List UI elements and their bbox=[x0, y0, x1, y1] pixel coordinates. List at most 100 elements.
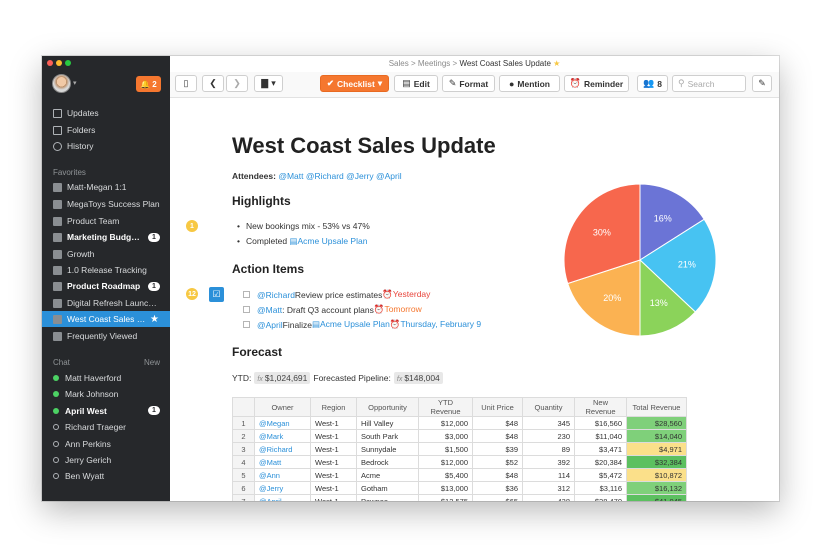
breadcrumb-meetings[interactable]: Meetings bbox=[417, 59, 451, 68]
due-date-badge[interactable]: ⏰Tomorrow bbox=[374, 304, 422, 315]
sidebar-favorite-item[interactable]: Digital Refresh Launc… bbox=[42, 295, 170, 311]
zoom-window-button[interactable] bbox=[65, 60, 71, 66]
mention-button[interactable]: ● Mention bbox=[499, 75, 560, 92]
new-chat-button[interactable]: New bbox=[143, 358, 160, 367]
checklist-toggle-button[interactable]: ☑ bbox=[209, 287, 224, 302]
table-cell[interactable]: Hill Valley bbox=[356, 416, 419, 430]
table-cell[interactable]: West-1 bbox=[310, 468, 357, 482]
table-cell[interactable]: 5 bbox=[232, 468, 255, 482]
sidebar-favorite-item[interactable]: Growth bbox=[42, 246, 170, 262]
table-cell[interactable]: 114 bbox=[522, 468, 575, 482]
notifications-button[interactable]: 🔔 2 bbox=[136, 76, 161, 92]
table-cell[interactable]: @Richard bbox=[254, 442, 311, 456]
reminder-button[interactable]: ⏰ Reminder bbox=[564, 75, 629, 92]
table-cell[interactable]: 2 bbox=[232, 429, 255, 443]
star-icon[interactable]: ★ bbox=[553, 59, 561, 68]
table-cell[interactable]: Bedrock bbox=[356, 455, 419, 469]
table-cell[interactable]: Gotham bbox=[356, 481, 419, 495]
table-cell[interactable]: $3,471 bbox=[574, 442, 627, 456]
table-cell[interactable]: 6 bbox=[232, 481, 255, 495]
table-cell[interactable]: $36 bbox=[472, 481, 523, 495]
table-cell[interactable]: South Park bbox=[356, 429, 419, 443]
table-cell[interactable]: @Matt bbox=[254, 455, 311, 469]
checklist-button[interactable]: ✔ Checklist ▾ bbox=[320, 75, 389, 92]
due-date-badge[interactable]: ⏰Thursday, February 9 bbox=[390, 319, 481, 330]
column-header[interactable] bbox=[232, 397, 255, 417]
table-cell[interactable]: $52 bbox=[472, 455, 523, 469]
sidebar-favorite-item[interactable]: Frequently Viewed bbox=[42, 328, 170, 344]
chat-item[interactable]: Ben Wyatt bbox=[42, 468, 170, 484]
table-cell[interactable]: $10,872 bbox=[626, 468, 687, 482]
table-cell[interactable]: 438 bbox=[522, 494, 575, 501]
table-cell[interactable]: $28,470 bbox=[574, 494, 627, 501]
sidebar-toggle-button[interactable]: ▯ bbox=[175, 75, 197, 92]
column-header[interactable]: Opportunity bbox=[356, 397, 419, 417]
page-title[interactable]: West Coast Sales Update bbox=[232, 133, 496, 158]
column-header[interactable]: Total Revenue bbox=[626, 397, 687, 417]
table-cell[interactable]: West-1 bbox=[310, 429, 357, 443]
table-cell[interactable]: $12,000 bbox=[418, 416, 473, 430]
table-cell[interactable]: 3 bbox=[232, 442, 255, 456]
star-icon[interactable]: ★ bbox=[150, 313, 159, 325]
document-link[interactable]: ▤Acme Upsale Plan bbox=[289, 236, 368, 246]
chevron-down-icon[interactable]: ▾ bbox=[73, 80, 77, 87]
due-date-badge[interactable]: ⏰Yesterday bbox=[382, 289, 430, 300]
sidebar-favorite-item[interactable]: Product Team bbox=[42, 213, 170, 229]
table-cell[interactable]: @April bbox=[254, 494, 311, 501]
task-assignee[interactable]: @Richard bbox=[257, 289, 295, 300]
avatar[interactable] bbox=[52, 74, 71, 93]
sidebar-favorite-item[interactable]: MegaToys Success Plan bbox=[42, 196, 170, 212]
task-checkbox[interactable] bbox=[243, 291, 250, 298]
table-cell[interactable]: Pawnee bbox=[356, 494, 419, 501]
table-cell[interactable]: 89 bbox=[522, 442, 575, 456]
sidebar-item-history[interactable]: History bbox=[42, 138, 170, 154]
table-cell[interactable]: 4 bbox=[232, 455, 255, 469]
chat-item[interactable]: April West 1 bbox=[42, 403, 170, 419]
table-cell[interactable]: West-1 bbox=[310, 481, 357, 495]
task-assignee[interactable]: @April bbox=[257, 319, 283, 330]
edit-button[interactable]: ▤ Edit bbox=[394, 75, 438, 92]
table-cell[interactable]: $12,575 bbox=[418, 494, 473, 501]
table-cell[interactable]: 345 bbox=[522, 416, 575, 430]
chat-item[interactable]: Matt Haverford bbox=[42, 370, 170, 386]
table-cell[interactable]: $20,384 bbox=[574, 455, 627, 469]
column-header[interactable]: Region bbox=[310, 397, 357, 417]
table-cell[interactable]: $1,500 bbox=[418, 442, 473, 456]
table-cell[interactable]: $41,045 bbox=[626, 494, 687, 501]
column-header[interactable]: Quantity bbox=[522, 397, 575, 417]
chat-item[interactable]: Ann Perkins bbox=[42, 436, 170, 452]
table-cell[interactable]: $16,132 bbox=[626, 481, 687, 495]
table-cell[interactable]: @Jerry bbox=[254, 481, 311, 495]
task-checkbox[interactable] bbox=[243, 306, 250, 313]
sidebar-item-folders[interactable]: Folders bbox=[42, 122, 170, 138]
table-cell[interactable]: 312 bbox=[522, 481, 575, 495]
table-cell[interactable]: $48 bbox=[472, 468, 523, 482]
table-cell[interactable]: $12,000 bbox=[418, 455, 473, 469]
members-button[interactable]: 👥 8 bbox=[637, 75, 668, 92]
search-input[interactable]: ⚲ Search bbox=[672, 75, 746, 92]
table-cell[interactable]: West-1 bbox=[310, 442, 357, 456]
table-cell[interactable]: @Ann bbox=[254, 468, 311, 482]
table-cell[interactable]: @Megan bbox=[254, 416, 311, 430]
table-cell[interactable]: 230 bbox=[522, 429, 575, 443]
table-cell[interactable]: West-1 bbox=[310, 455, 357, 469]
chat-item[interactable]: Mark Johnson bbox=[42, 386, 170, 402]
minimize-window-button[interactable] bbox=[56, 60, 62, 66]
table-cell[interactable]: $11,040 bbox=[574, 429, 627, 443]
breadcrumb-sales[interactable]: Sales bbox=[388, 59, 409, 68]
close-window-button[interactable] bbox=[47, 60, 53, 66]
back-button[interactable]: ❮ bbox=[202, 75, 224, 92]
attendees-mentions[interactable]: @Matt @Richard @Jerry @April bbox=[278, 171, 402, 181]
table-cell[interactable]: $28,560 bbox=[626, 416, 687, 430]
comment-count-badge[interactable]: 1 bbox=[186, 220, 198, 232]
document-link[interactable]: ▤Acme Upsale Plan bbox=[311, 319, 390, 329]
sidebar-favorite-item[interactable]: 1.0 Release Tracking bbox=[42, 262, 170, 278]
table-cell[interactable]: $3,000 bbox=[418, 429, 473, 443]
ytd-formula[interactable]: fx $1,024,691 bbox=[254, 372, 311, 384]
table-cell[interactable]: Acme bbox=[356, 468, 419, 482]
column-header[interactable]: YTD Revenue bbox=[418, 397, 473, 417]
comment-count-badge[interactable]: 12 bbox=[186, 288, 198, 300]
table-cell[interactable]: $32,384 bbox=[626, 455, 687, 469]
table-cell[interactable]: $65 bbox=[472, 494, 523, 501]
column-header[interactable]: New Revenue bbox=[574, 397, 627, 417]
